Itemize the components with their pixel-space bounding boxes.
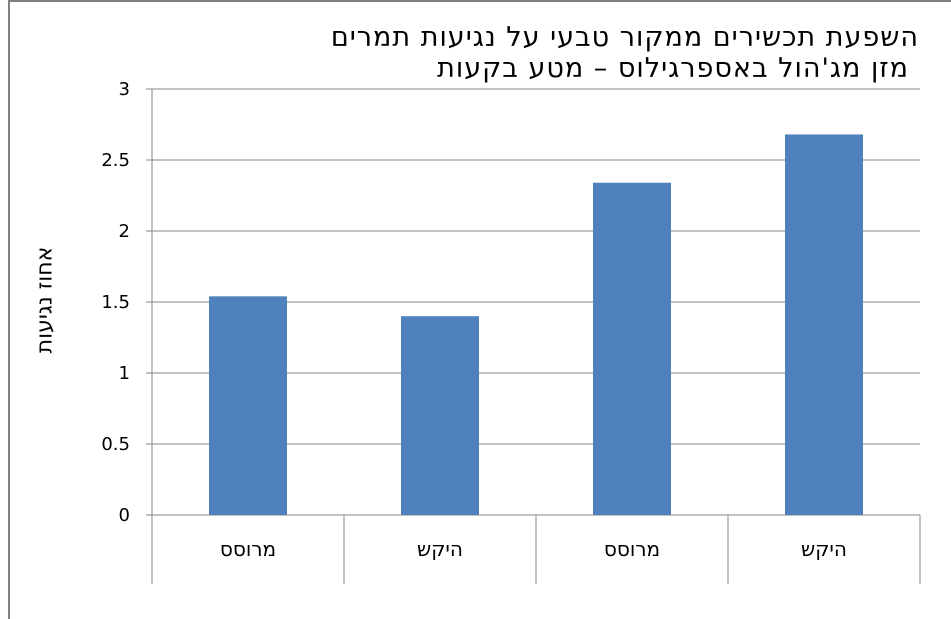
y-tick-label: 0.5 xyxy=(101,434,130,455)
chart-title-line-2: מזן מג'הול באספרגילוס – מטע בקעות xyxy=(437,53,909,84)
y-tick-label: 2.5 xyxy=(101,150,130,171)
bar xyxy=(785,134,863,515)
x-category-label: מרוסס xyxy=(220,537,276,561)
x-category-label: מרוסס xyxy=(604,537,660,561)
y-tick-label: 0 xyxy=(119,505,130,526)
frame-top-border xyxy=(8,0,951,2)
y-tick-label: 3 xyxy=(119,79,130,100)
x-category-label: היקש xyxy=(417,537,463,561)
y-tick-label: 2 xyxy=(119,221,130,242)
chart-title-line-1: השפעת תכשירים ממקור טבעי על נגיעות תמרים xyxy=(330,22,919,53)
bar xyxy=(401,316,479,515)
bar xyxy=(209,296,287,515)
x-category-label: היקש xyxy=(801,537,847,561)
y-tick-label: 1 xyxy=(119,363,130,384)
frame-left-border xyxy=(8,0,10,619)
y-tick-label: 1.5 xyxy=(101,292,130,313)
bar xyxy=(593,182,671,515)
